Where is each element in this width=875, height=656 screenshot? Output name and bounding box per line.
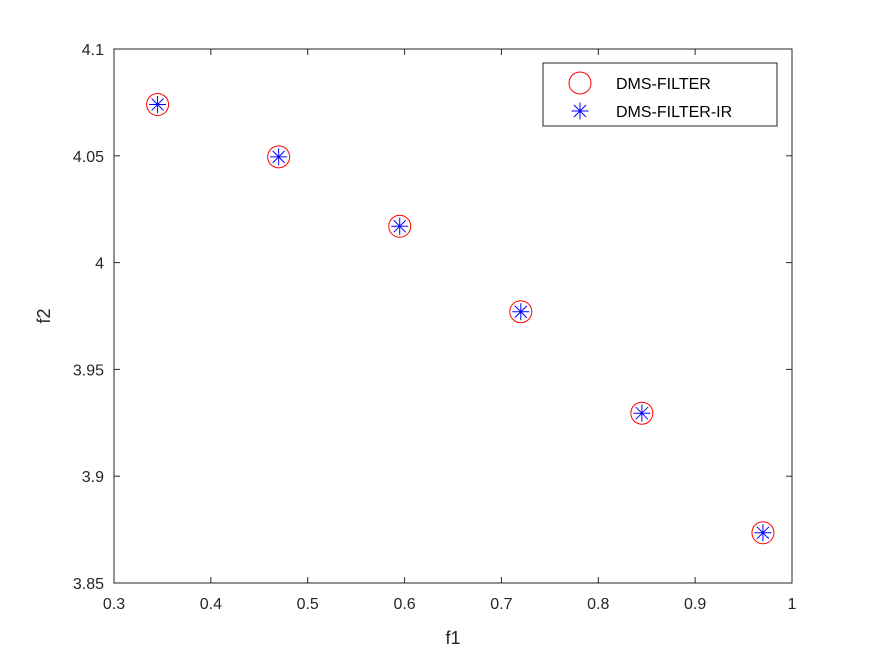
- axis-ticks: 0.3 0.4 0.5 0.6 0.7 0.8 0.9 1 3.85 3.9 3.95 4 4.05 4.…: [73, 42, 797, 613]
- legend-label-dms-filter: DMS-FILTER: [616, 76, 711, 93]
- legend-label-dms-filter-ir: DMS-FILTER-IR: [616, 104, 732, 121]
- dms-filter-point: [630, 401, 654, 425]
- dms-filter-point: [388, 214, 412, 238]
- data-points: [146, 93, 775, 545]
- dms-filter-ir-point: [512, 303, 530, 321]
- dms-filter-point: [267, 145, 291, 169]
- y-tick-label: 4.05: [73, 149, 104, 166]
- y-axis-label: f2: [34, 308, 54, 323]
- x-tick-label: 0.8: [587, 596, 609, 613]
- dms-filter-ir-point: [633, 404, 651, 422]
- x-tick-label: 0.7: [490, 596, 512, 613]
- x-tick-label: 0.9: [684, 596, 706, 613]
- dms-filter-ir-point: [391, 217, 409, 235]
- dms-filter-ir-point: [149, 96, 167, 114]
- x-tick-label: 0.3: [103, 596, 125, 613]
- legend: DMS-FILTER DMS-FILTER-IR: [542, 62, 778, 127]
- y-tick-label: 3.85: [73, 576, 104, 593]
- x-axis-label: f1: [445, 628, 460, 648]
- x-tick-label: 0.4: [200, 596, 222, 613]
- dms-filter-ir-point: [754, 524, 772, 542]
- legend-marker-circle: [568, 71, 592, 95]
- x-tick-label: 0.5: [297, 596, 319, 613]
- dms-filter-point: [146, 93, 170, 117]
- legend-entry-dms-filter: [568, 71, 592, 95]
- dms-filter-point: [751, 521, 775, 545]
- dms-filter-point: [509, 300, 533, 324]
- y-tick-label: 3.95: [73, 362, 104, 379]
- legend-marker-asterisk: [571, 102, 589, 120]
- dms-filter-ir-point: [270, 148, 288, 166]
- y-tick-label: 3.9: [82, 469, 104, 486]
- y-tick-label: 4: [95, 256, 104, 273]
- x-tick-label: 0.6: [393, 596, 415, 613]
- legend-box: [542, 62, 778, 127]
- x-tick-label: 1: [788, 596, 797, 613]
- plot-frame: [113, 48, 793, 584]
- y-tick-label: 4.1: [82, 42, 104, 59]
- plot-area: [114, 49, 792, 583]
- legend-entry-dms-filter-ir: [571, 102, 589, 120]
